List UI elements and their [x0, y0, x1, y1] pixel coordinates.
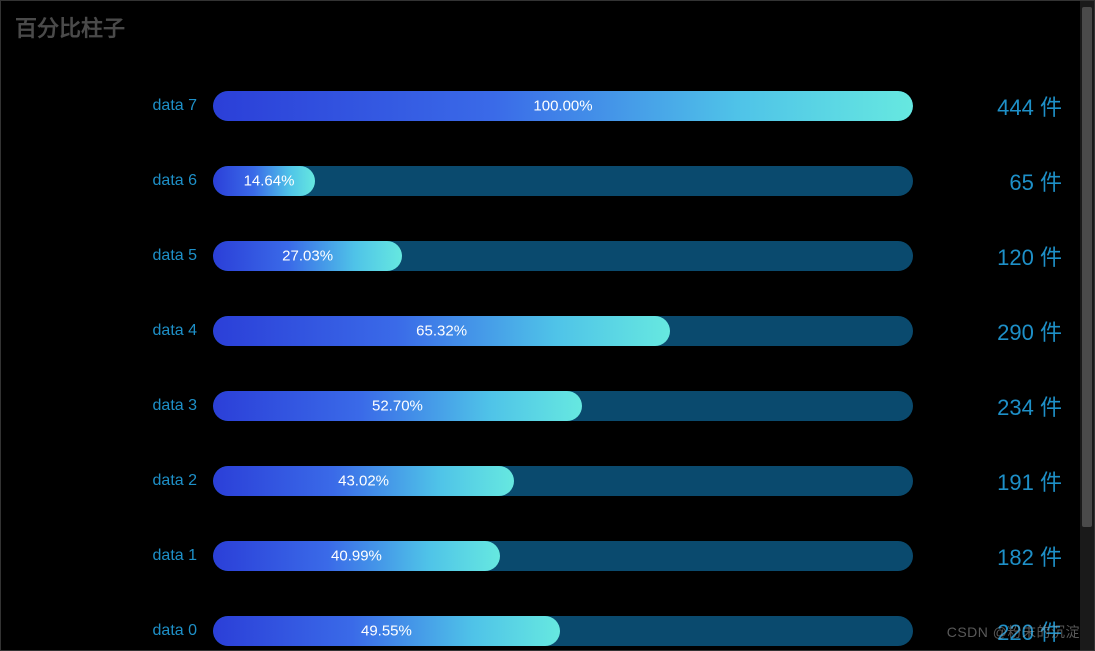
bar-row: data 3 52.70% 234 件	[1, 391, 1094, 421]
bar-track: 100.00%	[213, 91, 913, 121]
bar-percent-label: 43.02%	[338, 473, 389, 490]
percent-bar-chart: data 7 100.00% 444 件 data 6 14.64% 65 件 …	[1, 91, 1094, 646]
bar-percent-label: 100.00%	[533, 98, 592, 115]
bar-track: 52.70%	[213, 391, 913, 421]
axis-label: data 6	[1, 172, 213, 190]
axis-label: data 4	[1, 322, 213, 340]
scrollbar-track[interactable]	[1080, 1, 1094, 650]
bar-row: data 1 40.99% 182 件	[1, 541, 1094, 571]
bar-percent-label: 14.64%	[244, 173, 295, 190]
bar-track: 40.99%	[213, 541, 913, 571]
bar-track: 65.32%	[213, 316, 913, 346]
bar-value-label: 444 件	[913, 90, 1094, 122]
bar-row: data 2 43.02% 191 件	[1, 466, 1094, 496]
axis-label: data 0	[1, 622, 213, 640]
scrollbar-thumb[interactable]	[1082, 7, 1092, 526]
bar-track: 14.64%	[213, 166, 913, 196]
bar-value-label: 234 件	[913, 390, 1094, 422]
bar-track: 27.03%	[213, 241, 913, 271]
bar-row: data 6 14.64% 65 件	[1, 166, 1094, 196]
bar-row: data 7 100.00% 444 件	[1, 91, 1094, 121]
axis-label: data 2	[1, 472, 213, 490]
bar-percent-label: 49.55%	[361, 623, 412, 640]
chart-title: 百分比柱子	[15, 11, 125, 43]
bar-row: data 5 27.03% 120 件	[1, 241, 1094, 271]
axis-label: data 3	[1, 397, 213, 415]
bar-percent-label: 52.70%	[372, 398, 423, 415]
bar-percent-label: 65.32%	[416, 323, 467, 340]
bar-value-label: 182 件	[913, 540, 1094, 572]
bar-percent-label: 27.03%	[282, 248, 333, 265]
watermark-text: CSDN @粉末的沉淀	[947, 622, 1080, 642]
bar-track: 49.55%	[213, 616, 913, 646]
bar-value-label: 65 件	[913, 165, 1094, 197]
bar-track: 43.02%	[213, 466, 913, 496]
bar-value-label: 120 件	[913, 240, 1094, 272]
bar-value-label: 191 件	[913, 465, 1094, 497]
axis-label: data 5	[1, 247, 213, 265]
bar-percent-label: 40.99%	[331, 548, 382, 565]
axis-label: data 7	[1, 97, 213, 115]
bar-value-label: 290 件	[913, 315, 1094, 347]
bar-row: data 0 49.55% 220 件	[1, 616, 1094, 646]
bar-row: data 4 65.32% 290 件	[1, 316, 1094, 346]
axis-label: data 1	[1, 547, 213, 565]
